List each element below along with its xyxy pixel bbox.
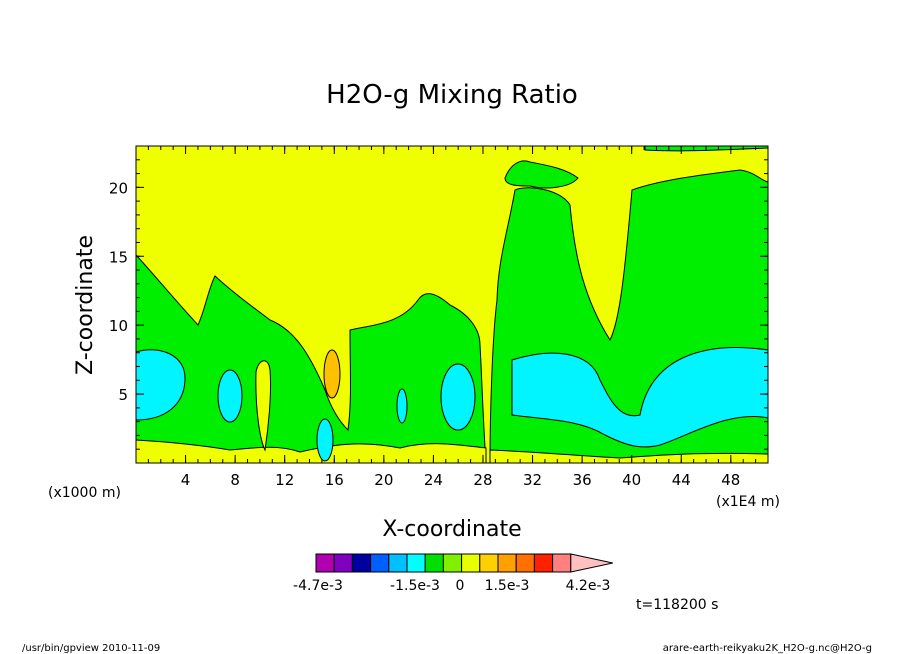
x-axis-label: X-coordinate [382,517,521,542]
footer-right: arare-earth-reikyaku2K_H2O-g.nc@H2O-g [663,643,872,654]
cyan-ellipse-15 [316,418,334,462]
footer-left: /usr/bin/gpview 2010-11-09 [22,643,160,654]
colorbar-swatch [406,553,426,573]
colorbar-swatch [461,553,481,573]
y-tick-label: 10 [109,317,128,335]
x-tick-label: 24 [424,471,443,489]
cyan-ellipse-8 [217,369,243,423]
colorbar-labels: -4.7e-3 -1.5e-3 0 1.5e-3 4.2e-3 [293,578,610,594]
yellow-band-bottom [135,439,487,464]
x-tick-label: 20 [374,471,393,489]
colorbar-arrow [570,553,613,573]
x-tick-label: 44 [672,471,691,489]
colorbar-label-3: 0 [456,578,465,594]
colorbar-swatch [515,553,535,573]
x-tick-label: 8 [230,471,240,489]
plot-frame [135,145,769,464]
colorbar-swatch [497,553,517,573]
colorbar [315,553,613,573]
plot-area [135,145,769,464]
colorbar-label-1: -4.7e-3 [293,578,343,594]
colorbar-swatch [442,553,463,573]
x-tick-label: 28 [473,471,492,489]
x-unit-left: (x1000 m) [48,485,121,501]
x-tick-label: 16 [325,471,344,489]
x-tick-label: 12 [275,471,294,489]
y-axis-ticks: 5 10 15 20 [109,159,768,450]
colorbar-swatch [370,553,390,573]
colorbar-swatch [552,553,572,573]
cyan-region-left [135,349,186,421]
cyan-region-right [511,347,769,448]
colorbar-swatch [424,553,444,573]
colorbar-label-2: -1.5e-3 [390,578,440,594]
colorbar-swatch [388,553,408,573]
time-label: t=118200 s [636,597,718,613]
y-tick-label: 20 [109,179,128,197]
y-tick-label: 15 [109,248,128,266]
x-tick-label: 32 [523,471,542,489]
green-blob-top [504,160,579,189]
yellow-band-bottom-right [489,449,769,464]
yellow-sliver-10 [255,360,272,452]
colorbar-swatch [533,553,554,573]
chart-title: H2O-g Mixing Ratio [326,80,578,110]
colorbar-swatch [351,553,372,573]
x-axis-ticks: 4 8 12 16 20 24 28 32 36 40 44 48 [147,146,757,489]
colorbar-swatch [315,553,335,573]
cyan-ellipse-22 [396,388,408,424]
colorbar-label-4: 1.5e-3 [485,578,530,594]
colorbar-swatch [333,553,353,573]
orange-ellipse-16 [323,349,341,399]
colorbar-swatch [479,553,499,573]
colorbar-label-5: 4.2e-3 [566,578,611,594]
x-tick-label: 40 [622,471,641,489]
x-tick-label: 36 [573,471,592,489]
x-tick-label: 48 [721,471,740,489]
cyan-ellipse-26 [440,363,476,431]
y-axis-label: Z-coordinate [73,235,98,375]
x-tick-label: 4 [181,471,191,489]
x-unit-right: (x1E4 m) [716,494,780,510]
y-tick-label: 5 [118,386,128,404]
